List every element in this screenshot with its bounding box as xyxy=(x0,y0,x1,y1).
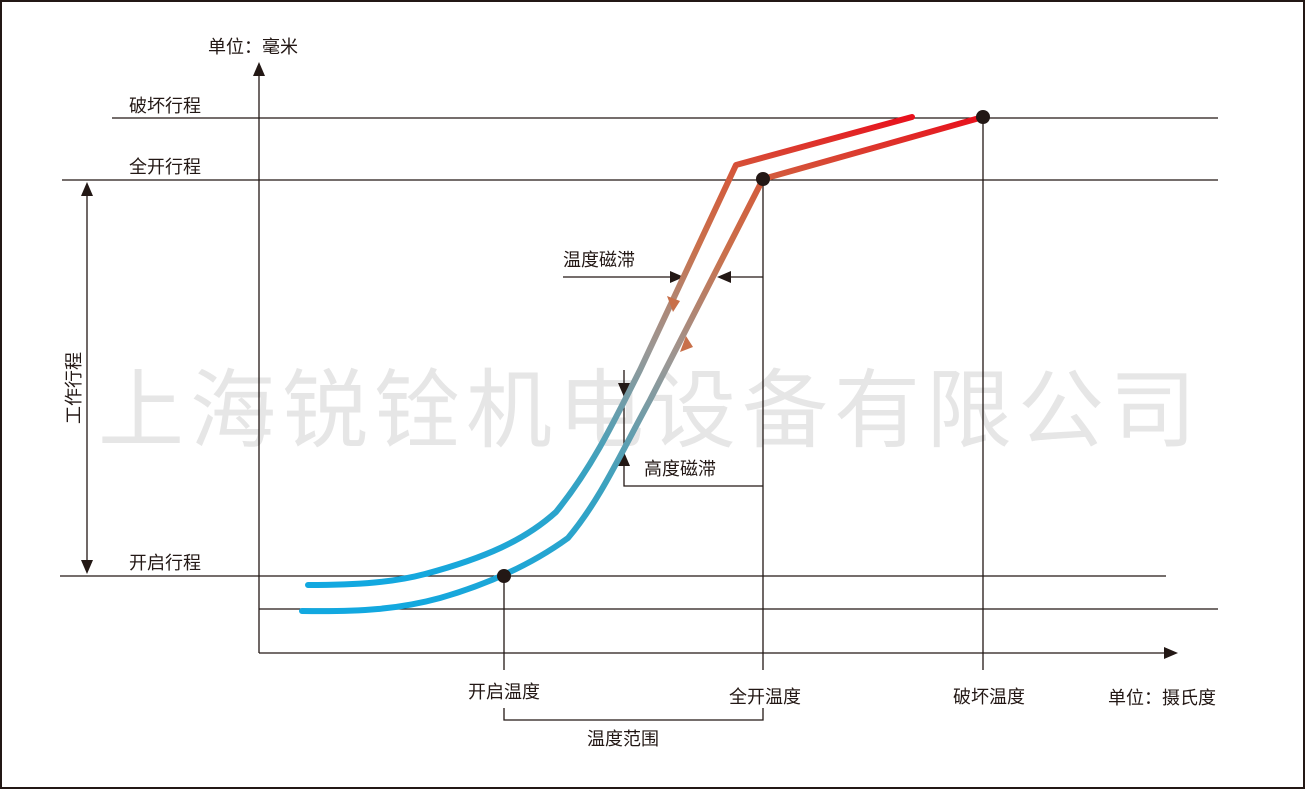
height-hysteresis-arrowhead-down xyxy=(618,383,630,397)
working-stroke-label: 工作行程 xyxy=(64,352,85,424)
heating-curve xyxy=(299,114,986,615)
y-axis-unit-label: 单位：毫米 xyxy=(208,37,298,58)
temperature-range-label: 温度范围 xyxy=(587,729,659,750)
damage-stroke-label: 破坏行程 xyxy=(129,96,201,117)
damage-point xyxy=(976,110,990,124)
opening-temp-label: 开启温度 xyxy=(468,682,540,703)
opening-stroke-label: 开启行程 xyxy=(129,553,201,574)
height-hysteresis-arrowhead-up xyxy=(618,452,630,466)
full-open-point xyxy=(756,172,770,186)
y-axis-arrowhead xyxy=(253,62,265,76)
full-open-temp-label: 全开温度 xyxy=(729,687,801,708)
temp-hysteresis-right-arrowhead xyxy=(717,271,731,283)
opening-point xyxy=(497,569,511,583)
height-hysteresis-label: 高度磁滞 xyxy=(644,459,716,480)
cooling-direction-arrow xyxy=(667,296,680,312)
damage-temp-label: 破坏温度 xyxy=(953,687,1025,708)
heating-direction-arrow xyxy=(680,336,693,352)
temp-hysteresis-left-arrowhead xyxy=(670,271,684,283)
x-axis-unit-label: 单位：摄氏度 xyxy=(1108,688,1216,709)
working-stroke-arrowhead-top xyxy=(81,182,93,196)
full-open-stroke-label: 全开行程 xyxy=(129,157,201,178)
temperature-hysteresis-label: 温度磁滞 xyxy=(563,250,635,271)
temperature-range-bracket xyxy=(503,708,764,721)
x-axis-arrowhead xyxy=(1164,647,1178,659)
watermark-text: 上海锐铨机电设备有限公司 xyxy=(98,361,1202,461)
working-stroke-arrowhead-bottom xyxy=(81,560,93,574)
cooling-curve xyxy=(305,114,915,588)
height-hysteresis-bracket xyxy=(623,370,763,487)
